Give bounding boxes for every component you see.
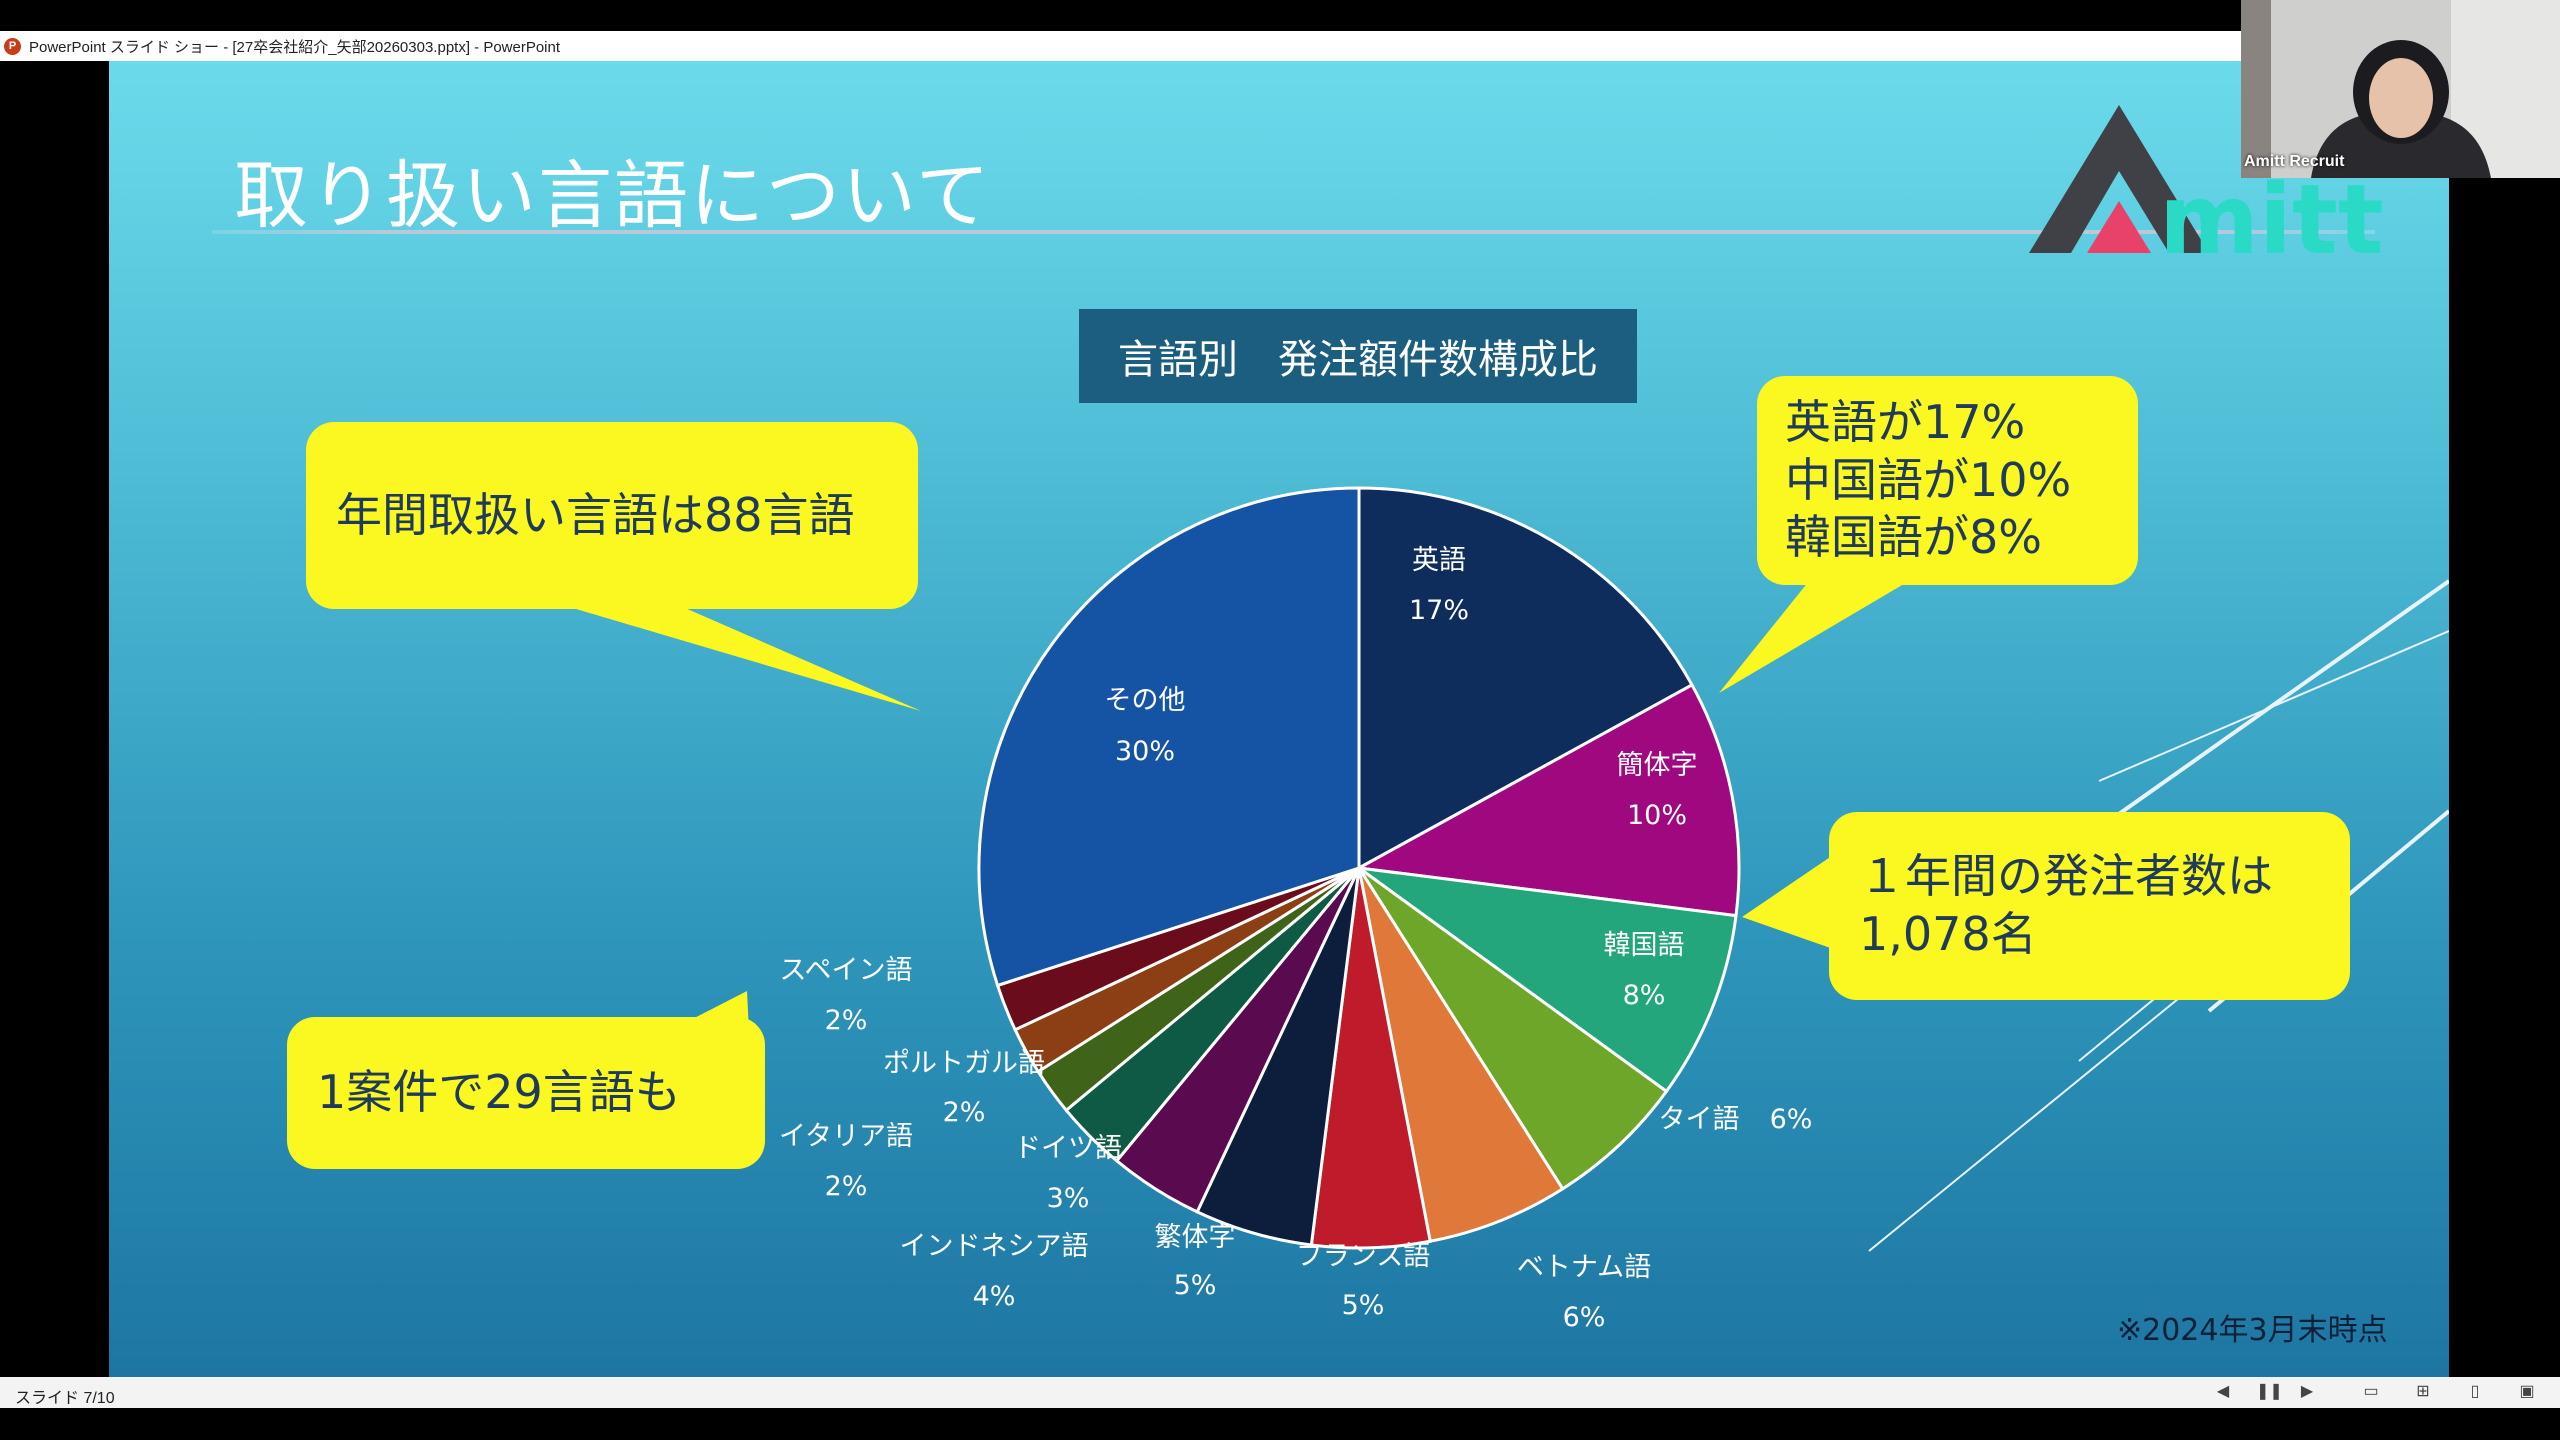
pause-icon[interactable]: ❚❚ bbox=[2256, 1383, 2283, 1400]
slice-value-6: 5% bbox=[1342, 1290, 1385, 1321]
callout-orderers: １年間の発注者数は 1,078名 bbox=[1829, 812, 2350, 1000]
chart-title: 言語別 発注額件数構成比 bbox=[1079, 309, 1637, 403]
pie-slice-2 bbox=[1354, 682, 1741, 918]
callout-case-languages: 1案件で29言語も bbox=[287, 1017, 765, 1169]
title-underline bbox=[212, 230, 2375, 234]
slice-value-9: 3% bbox=[1047, 1183, 1090, 1214]
slice-label-8: インドネシア語 bbox=[900, 1231, 1089, 1262]
normal-view-icon[interactable]: ▭ bbox=[2363, 1383, 2379, 1400]
slice-label-4: タイ語 bbox=[1659, 1104, 1740, 1135]
slide-title: 取り扱い言語について bbox=[234, 153, 992, 239]
slice-label-2: 簡体字 bbox=[1617, 750, 1698, 781]
callout-top-share-line-2: 中国語が10% bbox=[1785, 452, 2072, 507]
pie-slice-3 bbox=[1358, 866, 1738, 1094]
slice-label-11: ポルトガル語 bbox=[883, 1048, 1045, 1079]
slice-value-10: 2% bbox=[825, 1171, 868, 1202]
callout-orderers-line-1: １年間の発注者数は bbox=[1859, 849, 2273, 904]
slice-label-9: ドイツ語 bbox=[1014, 1133, 1122, 1164]
slide-canvas: 取り扱い言語について mitt 言語別 発注額件数構成比 年間取扱い言語は88言… bbox=[109, 61, 2449, 1377]
date-note: ※2024年3月末時点 bbox=[2117, 1313, 2388, 1348]
logo-text: mitt bbox=[2159, 164, 2384, 276]
pie-slice-5 bbox=[1357, 867, 1565, 1244]
previous-slide-icon[interactable]: ◀ bbox=[2216, 1383, 2230, 1400]
slice-label-6: フランス語 bbox=[1296, 1241, 1430, 1272]
window-title: PowerPoint スライド ショー - [27卒会社紹介_矢部2026030… bbox=[29, 38, 561, 56]
slice-label-1: 英語 bbox=[1412, 545, 1466, 576]
slice-value-11: 2% bbox=[943, 1097, 986, 1128]
slice-value-5: 6% bbox=[1563, 1302, 1606, 1333]
camera-name: Amitt Recruit bbox=[2244, 153, 2345, 170]
status-bar: スライド 7/10 ◀ ❚❚ ▶ ▭ ⊞ ▯ ▣ bbox=[0, 1377, 2560, 1408]
slice-label-13: その他 bbox=[1105, 685, 1186, 716]
slice-label-7: 繁体字 bbox=[1155, 1222, 1236, 1253]
pie-slice-13 bbox=[977, 486, 1361, 988]
slide-indicator: スライド 7/10 bbox=[15, 1390, 115, 1407]
logo-inner-triangle bbox=[2087, 201, 2151, 253]
logo-triangle bbox=[2029, 105, 2209, 253]
callout-annual-languages-text: 年間取扱い言語は88言語 bbox=[336, 487, 855, 542]
slice-value-12: 2% bbox=[825, 1005, 868, 1036]
slice-value-7: 5% bbox=[1174, 1270, 1217, 1301]
slice-value-4: 6% bbox=[1770, 1104, 1813, 1135]
next-slide-icon[interactable]: ▶ bbox=[2300, 1383, 2314, 1400]
slide-sorter-icon[interactable]: ⊞ bbox=[2416, 1383, 2430, 1400]
slideshow-icon[interactable]: ▣ bbox=[2519, 1383, 2535, 1400]
camera-overlay: Amitt Recruit bbox=[2241, 0, 2560, 178]
callout-top-share: 英語が17% 中国語が10% 韓国語が8% bbox=[1757, 376, 2138, 585]
reading-view-icon[interactable]: ▯ bbox=[2470, 1383, 2480, 1400]
slice-label-3: 韓国語 bbox=[1604, 930, 1685, 961]
callout-annual-languages: 年間取扱い言語は88言語 bbox=[306, 422, 918, 609]
webcam-image bbox=[2241, 0, 2560, 178]
callout-top-share-line-3: 韓国語が8% bbox=[1785, 510, 2042, 565]
slice-label-10: イタリア語 bbox=[779, 1121, 913, 1152]
amitt-logo: mitt bbox=[2029, 105, 2384, 276]
window-titlebar: P PowerPoint スライド ショー - [27卒会社紹介_矢部20260… bbox=[0, 31, 2244, 61]
pie-slice-4 bbox=[1357, 866, 1669, 1191]
slice-value-8: 4% bbox=[973, 1281, 1016, 1312]
slice-value-2: 10% bbox=[1627, 800, 1687, 831]
slice-value-13: 30% bbox=[1115, 736, 1175, 767]
callout-orderers-line-2: 1,078名 bbox=[1859, 907, 2037, 961]
pie-chart: 英語 17% 簡体字 10% 韓国語 8% タイ語 6% ベトナム語 6% フランス語 5% 繁体字 5%… bbox=[779, 486, 1813, 1333]
slice-label-5: ベトナム語 bbox=[1517, 1252, 1651, 1283]
slice-label-12: スペイン語 bbox=[779, 955, 912, 986]
powerpoint-icon: P bbox=[4, 37, 21, 55]
slice-value-3: 8% bbox=[1623, 980, 1666, 1011]
pie-slice-1 bbox=[1357, 486, 1695, 871]
callout-top-share-line-1: 英語が17% bbox=[1785, 394, 2026, 449]
slice-value-1: 17% bbox=[1409, 595, 1469, 626]
callout-case-languages-text: 1案件で29言語も bbox=[317, 1065, 681, 1120]
